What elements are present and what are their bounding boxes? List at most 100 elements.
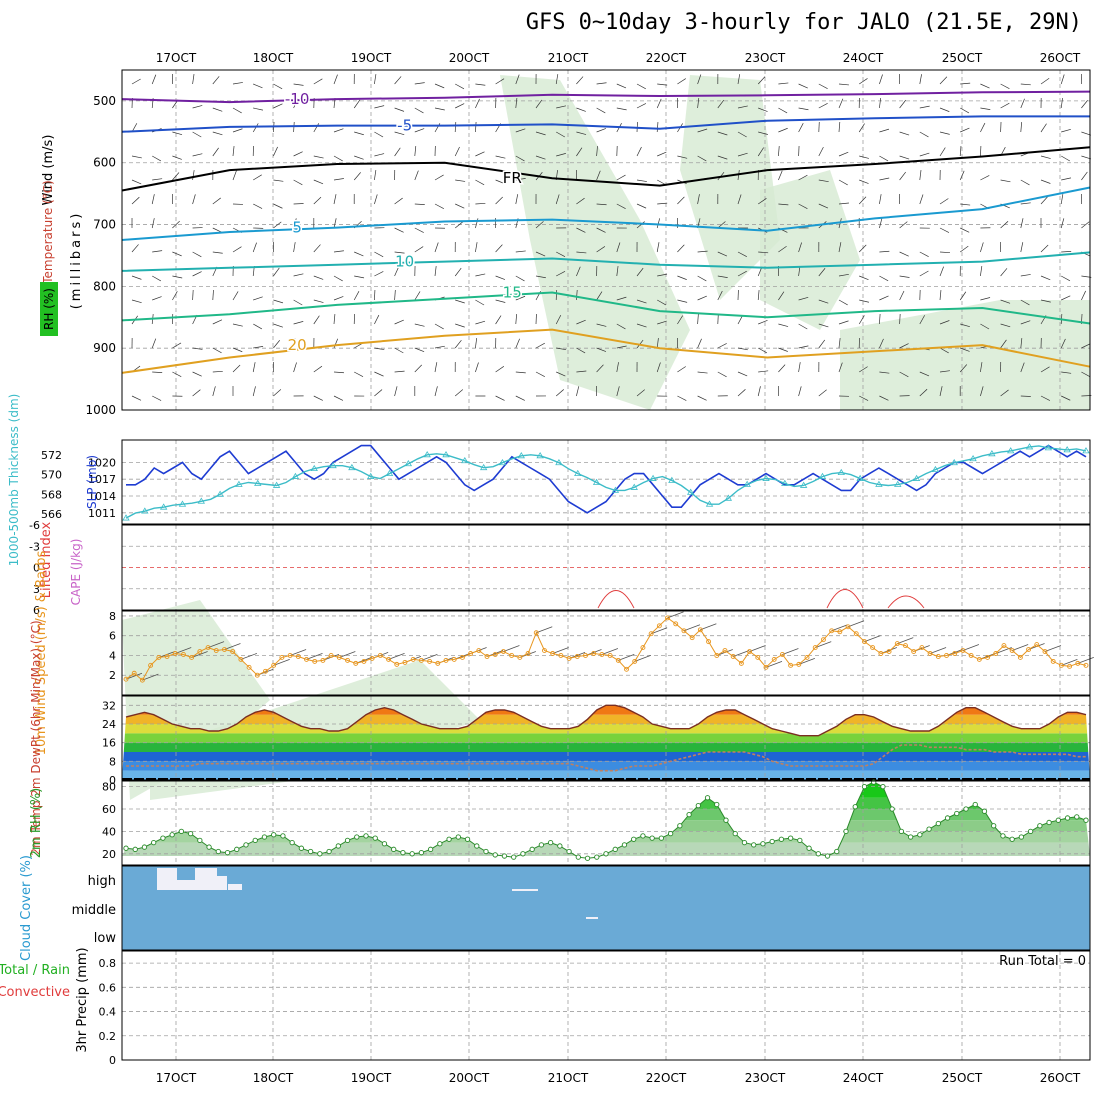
wind-barb xyxy=(172,220,180,229)
wind-speed-point xyxy=(632,658,638,664)
temperature-tick-label: 16 xyxy=(102,737,116,750)
rh-point xyxy=(252,837,258,844)
wind-barb xyxy=(253,107,264,111)
rh-point xyxy=(704,795,711,801)
rh-band xyxy=(122,831,1090,843)
wind-speed-point xyxy=(254,672,260,678)
wind-speed-point xyxy=(394,661,400,667)
temperature-axis-label: Temperature (°C) xyxy=(41,180,55,285)
wind-barb xyxy=(1000,221,1009,229)
wind-barb xyxy=(273,83,283,90)
wind-barb xyxy=(252,362,256,373)
wind-barb xyxy=(353,99,361,109)
day-label-bottom: 18OCT xyxy=(253,1071,294,1085)
wind-barb xyxy=(939,370,950,373)
thickness-point xyxy=(348,463,356,471)
wind-barb xyxy=(838,83,849,86)
wind-barb xyxy=(899,290,905,301)
wind-barb xyxy=(737,371,748,377)
wind-speed-point xyxy=(492,652,498,657)
rh-point xyxy=(418,850,425,856)
rh-point xyxy=(464,836,471,842)
wind-barb xyxy=(394,319,404,325)
wind-speed-point xyxy=(960,648,966,653)
wind-barb xyxy=(475,202,486,205)
wind-barb xyxy=(515,395,525,401)
wind-barb xyxy=(616,242,621,253)
wind-barb xyxy=(757,386,761,397)
wind-speed-point xyxy=(164,654,170,659)
panel-frame xyxy=(121,695,1091,781)
wind-barb xyxy=(455,323,465,328)
precip-tick-label: 0.6 xyxy=(99,981,117,994)
wind-barb xyxy=(333,296,344,301)
wind-barb xyxy=(293,218,297,229)
wind-barb xyxy=(313,179,324,185)
wind-barb xyxy=(1000,179,1011,183)
wind-barb xyxy=(859,78,868,85)
wind-barb xyxy=(333,178,344,181)
wind-speed-point xyxy=(566,655,572,661)
wind-barb xyxy=(717,290,723,301)
contour-label: -5 xyxy=(397,117,412,135)
wind-barb xyxy=(212,131,223,136)
wind-barb xyxy=(172,342,182,349)
wind-barb xyxy=(374,271,384,277)
wind-barb xyxy=(697,98,700,109)
wind-barb xyxy=(616,323,626,330)
cloud-patch xyxy=(157,868,167,890)
wind-speed-point xyxy=(968,653,974,658)
wind-barb xyxy=(475,320,486,325)
wind-barb xyxy=(475,98,480,109)
wind-barb xyxy=(879,250,890,253)
wind-barb xyxy=(1000,299,1011,304)
wind-speed-point xyxy=(542,648,547,653)
wind-barb xyxy=(838,151,849,157)
wind-barb xyxy=(899,343,909,349)
wind-barb xyxy=(697,338,702,349)
wind-barb xyxy=(838,273,849,277)
wind-barb xyxy=(859,155,869,159)
rh-point xyxy=(151,839,157,846)
rh-point xyxy=(889,806,895,812)
pressure-tick-label: 500 xyxy=(93,94,116,108)
rh-point xyxy=(751,842,757,848)
wind-barb xyxy=(374,347,385,350)
wind-speed-point xyxy=(763,664,769,670)
wind-barb xyxy=(232,364,241,373)
wind-barb xyxy=(293,83,304,86)
wind-barb xyxy=(354,131,364,136)
wind-speed-point xyxy=(648,631,654,637)
thickness-point xyxy=(668,476,676,483)
wind-barb xyxy=(556,371,566,377)
thickness-point xyxy=(988,450,996,457)
wind-barb xyxy=(394,227,404,233)
wind-barb xyxy=(1081,290,1086,301)
rh-point xyxy=(686,811,692,818)
wind-barb xyxy=(656,362,661,373)
wind-speed-point xyxy=(862,639,867,645)
lifted-index-tick-label: 6 xyxy=(33,604,40,617)
thickness-point xyxy=(912,474,921,481)
wind-barb xyxy=(535,371,545,378)
wind-barb xyxy=(960,347,970,352)
wind-speed-point xyxy=(402,659,408,665)
wind-barb xyxy=(252,386,256,397)
wind-barb xyxy=(555,194,560,205)
wind-barb xyxy=(172,371,182,377)
wind-barb xyxy=(252,242,257,253)
wind-barb xyxy=(151,194,155,205)
rh-point xyxy=(317,851,323,857)
rh-point xyxy=(935,820,941,827)
wind-barb xyxy=(131,196,140,205)
wind-barb xyxy=(232,107,242,114)
rh-point xyxy=(723,817,729,823)
wind-barb xyxy=(858,196,867,205)
wind-barb xyxy=(1061,177,1072,181)
thickness-point xyxy=(574,469,582,477)
wind-barb xyxy=(899,313,901,325)
rh-point xyxy=(289,839,295,846)
wind-speed-point xyxy=(328,653,334,658)
wind-barb xyxy=(919,170,922,181)
wind-barb xyxy=(859,275,869,281)
